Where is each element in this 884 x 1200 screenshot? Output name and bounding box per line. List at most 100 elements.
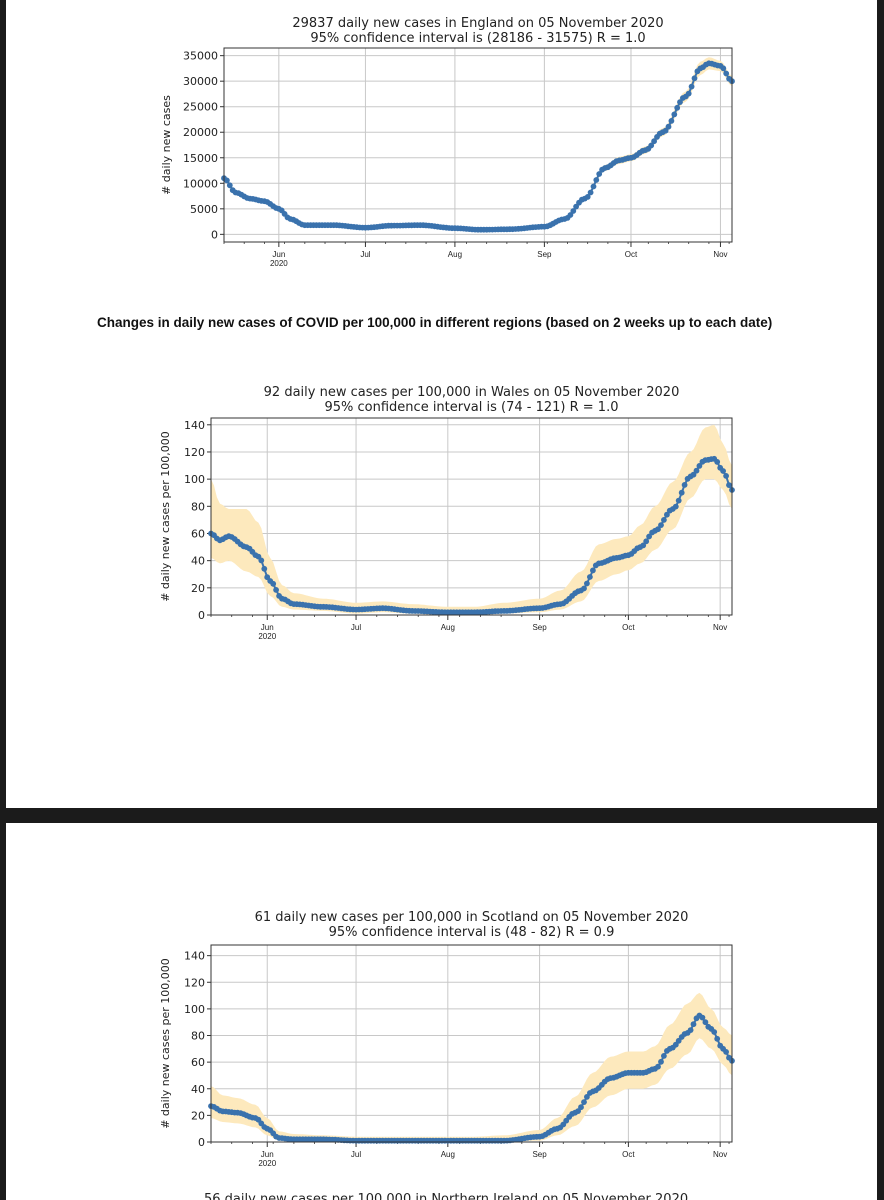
y-tick-label: 20000	[183, 126, 218, 139]
confidence-band	[224, 57, 732, 231]
england-chart-svg: 29837 daily new cases in England on 05 N…	[160, 16, 735, 268]
chart-subtitle: 95% confidence interval is (74 - 121) R …	[325, 400, 619, 415]
x-tick-label: Oct	[625, 250, 638, 259]
data-point	[668, 118, 675, 124]
x-tick-label: Nov	[713, 250, 727, 259]
data-point	[726, 482, 732, 488]
data-point	[578, 1104, 584, 1111]
x-tick-label: Oct	[622, 623, 635, 632]
x-tick-sublabel: 2020	[270, 259, 288, 268]
section-heading: Changes in daily new cases of COVID per …	[97, 315, 773, 330]
data-point	[587, 574, 593, 580]
y-tick-label: 0	[198, 1136, 205, 1149]
y-tick-label: 60	[191, 1056, 205, 1069]
data-point	[646, 533, 652, 540]
data-point	[664, 511, 670, 518]
data-point	[665, 123, 672, 130]
y-axis-label: # daily new cases	[160, 95, 173, 195]
data-point	[258, 557, 265, 564]
data-point	[651, 138, 657, 145]
x-tick-label: Jun	[261, 1150, 274, 1159]
y-axis-label: # daily new cases per 100,000	[159, 958, 172, 1129]
plot-frame	[210, 944, 733, 1143]
data-point	[661, 1053, 667, 1059]
data-point	[714, 459, 721, 465]
y-tick-label: 140	[184, 419, 205, 432]
data-point	[648, 142, 655, 149]
x-tick-label: Jul	[360, 250, 370, 259]
y-tick-label: 100	[184, 473, 205, 486]
data-point	[714, 1035, 721, 1042]
data-point	[658, 1058, 664, 1065]
x-tick-label: Jun	[261, 623, 274, 632]
data-point	[675, 497, 682, 504]
data-point	[723, 473, 729, 479]
y-tick-label: 30000	[183, 75, 218, 88]
data-point	[685, 90, 692, 97]
data-point	[593, 177, 600, 183]
x-tick-sublabel: 2020	[258, 1159, 276, 1168]
data-point	[590, 567, 596, 574]
data-point	[690, 1021, 697, 1028]
data-point	[720, 65, 727, 72]
data-point	[643, 538, 650, 545]
data-point	[681, 482, 688, 488]
england-chart: 29837 daily new cases in England on 05 N…	[126, 10, 746, 272]
x-tick-label: Sep	[532, 1150, 547, 1159]
data-point	[711, 1029, 718, 1035]
data-point	[723, 70, 730, 77]
y-tick-label: 0	[198, 609, 205, 622]
data-point	[584, 194, 591, 200]
plot-frame	[210, 417, 733, 616]
data-point	[587, 189, 594, 196]
chart-title: 92 daily new cases per 100,000 in Wales …	[264, 385, 680, 400]
y-tick-label: 20	[191, 1109, 205, 1122]
x-tick-label: Jun	[272, 250, 285, 259]
y-tick-label: 80	[191, 1030, 205, 1043]
data-points	[221, 60, 735, 233]
x-tick-label: Aug	[441, 1150, 455, 1159]
data-point	[661, 517, 667, 523]
data-point	[720, 468, 726, 474]
y-tick-label: 10000	[183, 177, 218, 190]
x-tick-label: Aug	[448, 250, 462, 259]
data-point	[671, 111, 678, 118]
x-tick-label: Nov	[713, 1150, 727, 1159]
x-tick-label: Jul	[351, 623, 361, 632]
y-tick-label: 0	[211, 228, 218, 241]
data-point	[674, 104, 681, 111]
y-tick-label: 80	[191, 500, 205, 513]
data-point	[270, 580, 277, 587]
wales-chart-svg: 92 daily new cases per 100,000 in Wales …	[159, 385, 735, 641]
data-points	[208, 1012, 735, 1144]
northern-ireland-title-cut: 56 daily new cases per 100,000 in Northe…	[204, 1192, 689, 1200]
x-tick-label: Aug	[441, 623, 455, 632]
data-point	[655, 526, 661, 533]
data-point	[655, 1063, 661, 1070]
y-tick-label: 25000	[183, 101, 218, 114]
data-point	[640, 542, 647, 549]
data-point	[261, 565, 268, 572]
y-tick-label: 20	[191, 582, 205, 595]
y-tick-label: 35000	[183, 50, 218, 63]
x-tick-label: Nov	[713, 623, 727, 632]
x-tick-label: Sep	[532, 623, 547, 632]
y-tick-label: 120	[184, 976, 205, 989]
top-panel: 29837 daily new cases in England on 05 N…	[6, 0, 877, 808]
chart-subtitle: 95% confidence interval is (28186 - 3157…	[310, 31, 645, 46]
data-point	[678, 489, 685, 496]
data-point	[584, 580, 590, 587]
y-tick-label: 40	[191, 555, 205, 568]
data-point	[723, 1049, 729, 1055]
data-point	[662, 127, 669, 134]
data-point	[702, 1019, 709, 1026]
data-point	[687, 1027, 694, 1033]
chart-title: 29837 daily new cases in England on 05 N…	[292, 16, 663, 31]
y-tick-label: 40	[191, 1083, 205, 1096]
y-tick-label: 140	[184, 950, 205, 963]
series-line	[223, 62, 733, 231]
data-point	[672, 503, 679, 510]
data-point	[590, 183, 597, 190]
data-point	[658, 522, 664, 528]
data-point	[273, 587, 279, 593]
